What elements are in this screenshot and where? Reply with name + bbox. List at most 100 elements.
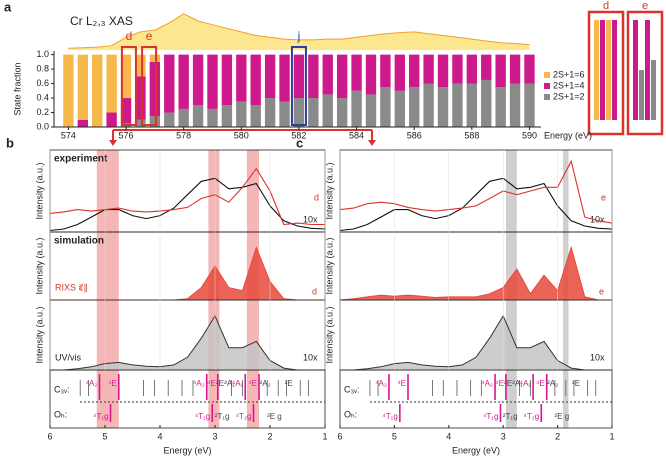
term-label: ²A₂ [260,379,271,388]
term-label: ²E [504,379,512,388]
bar-segment [192,54,204,106]
term-label: ²E [572,379,580,388]
bar-segment [423,83,434,127]
bar-segment [236,54,247,102]
bar-segment [77,119,89,127]
bar-segment [481,54,492,80]
bar-segment [264,98,276,127]
x-tick-label: 4 [446,431,451,441]
chart-title: Cr L₂,₃ XAS [70,14,133,28]
inset-e [626,10,664,136]
area-fill [68,13,530,51]
panel-label: a [4,0,12,14]
term-label: ⁴E [495,379,504,388]
bar-segment [120,98,132,124]
bar-segment [437,54,449,88]
x-tick-label: 590 [522,130,537,140]
bar-segment [279,54,290,102]
y-axis-label: Intensity (a.u.) [34,306,44,363]
bracket-arrow [109,140,376,146]
bar-segment [308,98,319,127]
term-label: ⁴E [248,379,257,388]
bar-segment [394,54,405,91]
x-axis-label: Energy (eV) [544,130,592,140]
area-line [50,246,325,301]
bar-segment [423,54,434,84]
bar-segment [452,54,463,84]
bar-segment [524,83,535,127]
y-tick-label: 1.0 [36,49,49,59]
bar-segment [293,98,305,127]
legend-swatch [544,94,550,100]
bar-segment [336,98,348,127]
y-axis-label: Intensity (a.u.) [34,162,44,219]
inset-decor: d e [109,0,664,146]
x-tick-label: 582 [291,130,306,140]
inset-stripe [645,20,650,120]
x-tick-label: 2 [555,431,560,441]
x-tick-label: 1 [322,431,327,441]
term-label: ²E [285,379,293,388]
term-label: ²A₂ [547,379,558,388]
inset-stripe [612,20,617,120]
x-tick-label: 588 [464,130,479,140]
highlight-box [141,46,158,126]
row-label: C₃ᵥ: [344,384,360,394]
bracket [112,129,373,142]
y-tick-label: 0.8 [36,63,49,73]
term-label: ⁴T₁g [483,412,498,421]
plots: a Cr L₂,₃ XAS State fraction 0.0 0.2 0.4 0.6 0.… [4,0,615,455]
area-fill [340,315,612,370]
bar-segment [135,54,146,77]
box-label: e [146,29,153,43]
legend-label: 2S+1=2 [553,91,585,101]
term-label: ⁴T₁g [382,412,397,421]
bar-segment [63,54,74,127]
row-label: Oₕ: [54,409,67,419]
bar-segment [308,54,319,99]
area-line [50,314,325,371]
y-axis-label: State fraction [12,62,22,115]
bar-segment [207,54,218,109]
bar-segment [509,83,521,127]
bar-segment [77,54,89,120]
term-label: ⁴T₂g [523,412,539,421]
series-name: UV/vis [55,352,82,362]
inset-label: e [642,0,648,12]
x-tick-label: 580 [234,130,249,140]
x-tick-label: 584 [349,130,364,140]
y-axis-label: Intensity (a.u.) [324,237,334,294]
term-label: ²A₁ [512,379,523,388]
inset-label: d [603,0,609,12]
term-label: ⁴T₁g [93,412,108,421]
plot-frame [49,369,326,429]
x-axis-label: Energy (eV) [452,445,500,455]
x-axis-label: Energy (eV) [163,445,211,455]
bar-segment [207,108,218,127]
term-label: ²E [216,379,224,388]
x-tick-label: 576 [119,130,134,140]
bar-segment [178,54,189,109]
bar-segment [250,54,261,106]
bar-segment [192,105,204,127]
bar-segment [365,94,377,127]
area-line [340,314,612,371]
bar-segment [466,54,478,84]
term-label: ⁴A₂ [375,379,387,388]
highlight-band [96,150,119,428]
bar-segment [149,61,161,117]
bar-segment [452,83,463,127]
series-name: d [314,192,319,202]
line [339,159,613,224]
term-label: ²T₁g [503,412,518,421]
bar-segment [164,54,175,113]
bar-segment [221,54,233,106]
series-name: e [601,192,606,202]
bar-segment [293,54,305,99]
bar-segment [437,87,449,127]
y-tick-label: 0.4 [36,92,49,102]
bar-segment [409,54,420,88]
bar-segment [481,79,492,127]
box-label: j [297,29,301,43]
